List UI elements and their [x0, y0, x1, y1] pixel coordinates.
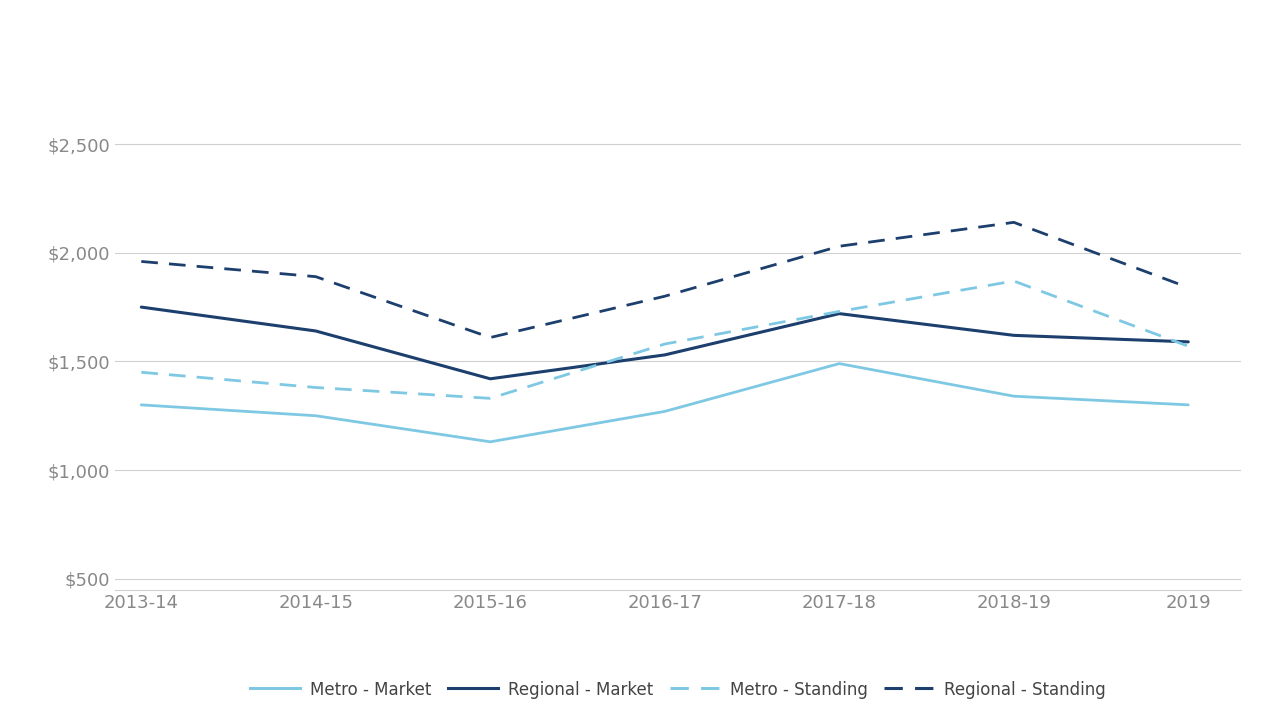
Metro - Market: [482, 437, 498, 446]
Metro - Market: [1007, 392, 1022, 400]
Regional - Standing: [308, 273, 324, 281]
Metro - Standing: [133, 368, 148, 377]
Metro - Market: [657, 407, 673, 416]
Regional - Standing: [1007, 218, 1022, 226]
Metro - Market: [308, 411, 324, 420]
Metro - Market: [1181, 400, 1196, 409]
Metro - Standing: [482, 394, 498, 403]
Regional - Market: [308, 326, 324, 335]
Metro - Standing: [657, 339, 673, 348]
Regional - Standing: [482, 333, 498, 342]
Regional - Market: [1181, 337, 1196, 346]
Regional - Market: [1007, 331, 1022, 339]
Metro - Standing: [1181, 342, 1196, 351]
Regional - Standing: [831, 242, 847, 250]
Regional - Standing: [657, 292, 673, 301]
Regional - Standing: [1181, 283, 1196, 292]
Regional - Standing: [133, 257, 148, 266]
Line: Regional - Standing: Regional - Standing: [141, 222, 1188, 337]
Line: Regional - Market: Regional - Market: [141, 307, 1188, 379]
Regional - Market: [133, 303, 148, 311]
Regional - Market: [831, 309, 847, 318]
Metro - Market: [831, 360, 847, 368]
Metro - Standing: [831, 307, 847, 316]
Line: Metro - Standing: Metro - Standing: [141, 281, 1188, 398]
Metro - Standing: [1007, 277, 1022, 285]
Regional - Market: [657, 351, 673, 360]
Metro - Standing: [308, 383, 324, 392]
Metro - Market: [133, 400, 148, 409]
Line: Metro - Market: Metro - Market: [141, 364, 1188, 441]
Regional - Market: [482, 375, 498, 383]
Legend: Metro - Market, Regional - Market, Metro - Standing, Regional - Standing: Metro - Market, Regional - Market, Metro…: [249, 681, 1106, 699]
